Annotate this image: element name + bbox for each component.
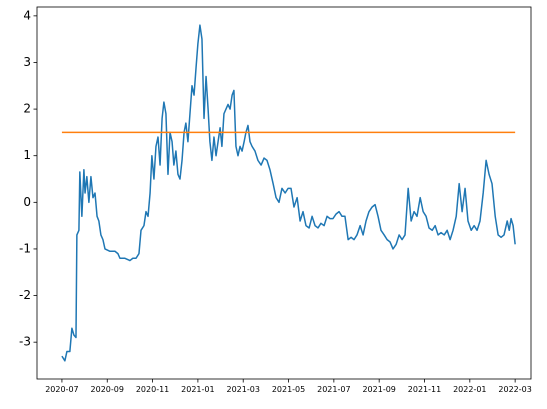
x-tick-label: 2021-03	[226, 385, 259, 394]
data-line	[61, 24, 516, 362]
x-tick-label: 2022-03	[498, 385, 531, 394]
x-tick-label: 2020-11	[136, 385, 169, 394]
y-tick-label: -3	[19, 335, 31, 349]
x-tick-label: 2021-11	[408, 385, 441, 394]
y-tick-label: 2	[23, 102, 31, 116]
y-tick-label: 3	[23, 55, 31, 69]
y-tick-label: 1	[23, 148, 31, 162]
x-tick-label: 2021-05	[272, 385, 305, 394]
y-tick-label: -1	[19, 241, 31, 255]
y-tick-label: -2	[19, 288, 31, 302]
plot-area	[36, 6, 532, 380]
y-tick-label: 4	[23, 8, 31, 22]
x-tick-label: 2021-07	[317, 385, 350, 394]
x-tick-label: 2021-09	[362, 385, 395, 394]
x-tick-label: 2020-09	[91, 385, 124, 394]
x-tick-label: 2021-01	[181, 385, 214, 394]
x-tick-label: 2020-07	[45, 385, 78, 394]
x-tick-label: 2022-01	[453, 385, 486, 394]
y-tick-label: 0	[23, 195, 31, 209]
